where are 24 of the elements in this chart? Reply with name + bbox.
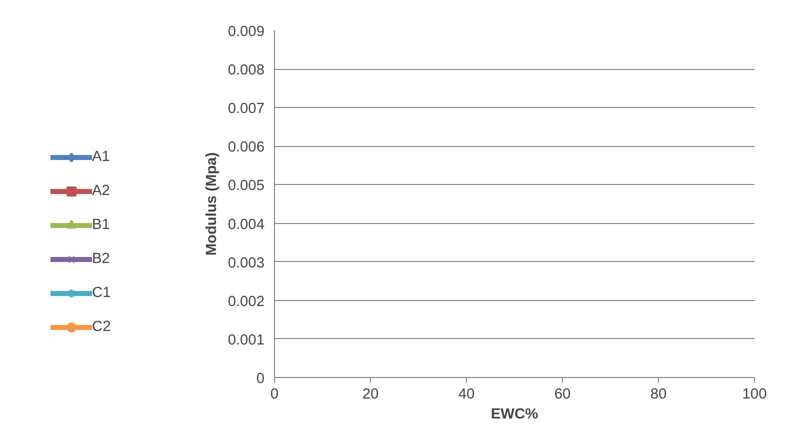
y-tick-label: 0.004 — [228, 216, 265, 233]
x-tick-label: 60 — [554, 386, 571, 402]
y-tick-label: 0.001 — [228, 332, 265, 348]
y-tick-label: 0.007 — [228, 101, 265, 118]
y-tick-label: 0 — [256, 371, 265, 387]
legend-label: B2 — [92, 251, 111, 267]
legend-label: C2 — [92, 319, 112, 335]
x-tick-label: 0 — [270, 386, 279, 402]
x-tick-label: 100 — [742, 386, 767, 402]
y-tick-label: 0.009 — [228, 24, 265, 40]
y-tick-label: 0.006 — [228, 140, 265, 156]
x-axis-title: EWC% — [490, 406, 538, 422]
x-tick-label: 80 — [650, 386, 667, 402]
legend-label: A1 — [92, 149, 111, 165]
legend-label: B1 — [92, 217, 111, 233]
y-tick-label: 0.005 — [228, 178, 265, 194]
y-tick-label: 0.002 — [228, 294, 265, 310]
x-tick-label: 40 — [458, 386, 475, 402]
legend-label: C1 — [92, 285, 112, 301]
y-tick-label: 0.003 — [228, 255, 265, 272]
y-tick-label: 0.008 — [228, 62, 265, 79]
x-tick-label: 20 — [362, 386, 379, 402]
legend-label: A2 — [92, 183, 111, 199]
y-axis-title: Modulus (Mpa) — [204, 152, 220, 256]
